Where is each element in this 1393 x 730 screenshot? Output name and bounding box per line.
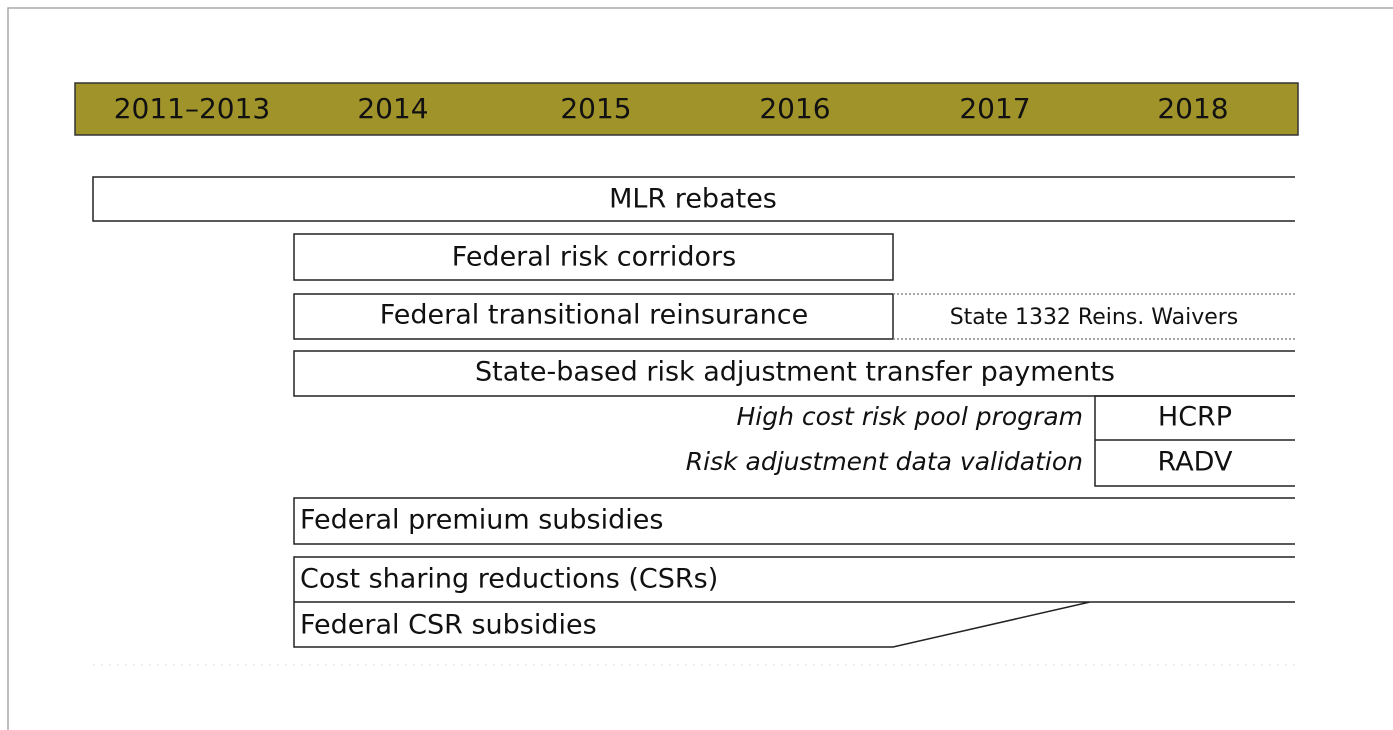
csr-label: Cost sharing reductions (CSRs) xyxy=(300,564,718,595)
radv-label: RADV xyxy=(1158,447,1233,478)
hcrp-desc: High cost risk pool program xyxy=(736,402,1083,431)
mlr-label: MLR rebates xyxy=(609,184,777,215)
year-label: 2015 xyxy=(560,92,631,125)
radv-desc: Risk adjustment data validation xyxy=(686,447,1083,476)
year-band xyxy=(74,82,1299,136)
corridors-label: Federal risk corridors xyxy=(452,242,736,273)
year-label: 2014 xyxy=(357,92,428,125)
corridors-bar xyxy=(293,233,894,281)
risk-adjustment-label: State-based risk adjustment transfer pay… xyxy=(475,357,1115,388)
csr-bars xyxy=(293,556,1295,648)
waivers-label: State 1332 Reins. Waivers xyxy=(950,305,1239,330)
hcrp-radv-boxes xyxy=(1094,395,1295,487)
years: 2011–2013 2014 2015 2016 2017 2018 xyxy=(114,92,1229,125)
year-label: 2016 xyxy=(759,92,830,125)
csr-subsidies-label: Federal CSR subsidies xyxy=(300,610,597,641)
reinsurance-label: Federal transitional reinsurance xyxy=(380,300,809,331)
frame xyxy=(7,7,1393,730)
risk-adjustment-bar xyxy=(293,350,1295,397)
reinsurance-bar xyxy=(293,293,894,340)
premium-bar xyxy=(293,497,1295,545)
year-label: 2017 xyxy=(959,92,1030,125)
hcrp-label: HCRP xyxy=(1158,402,1232,433)
mlr-bar xyxy=(92,176,1295,222)
year-label: 2011–2013 xyxy=(114,92,271,125)
premium-label: Federal premium subsidies xyxy=(300,505,663,536)
year-label: 2018 xyxy=(1157,92,1228,125)
waivers-bar xyxy=(893,293,1295,340)
